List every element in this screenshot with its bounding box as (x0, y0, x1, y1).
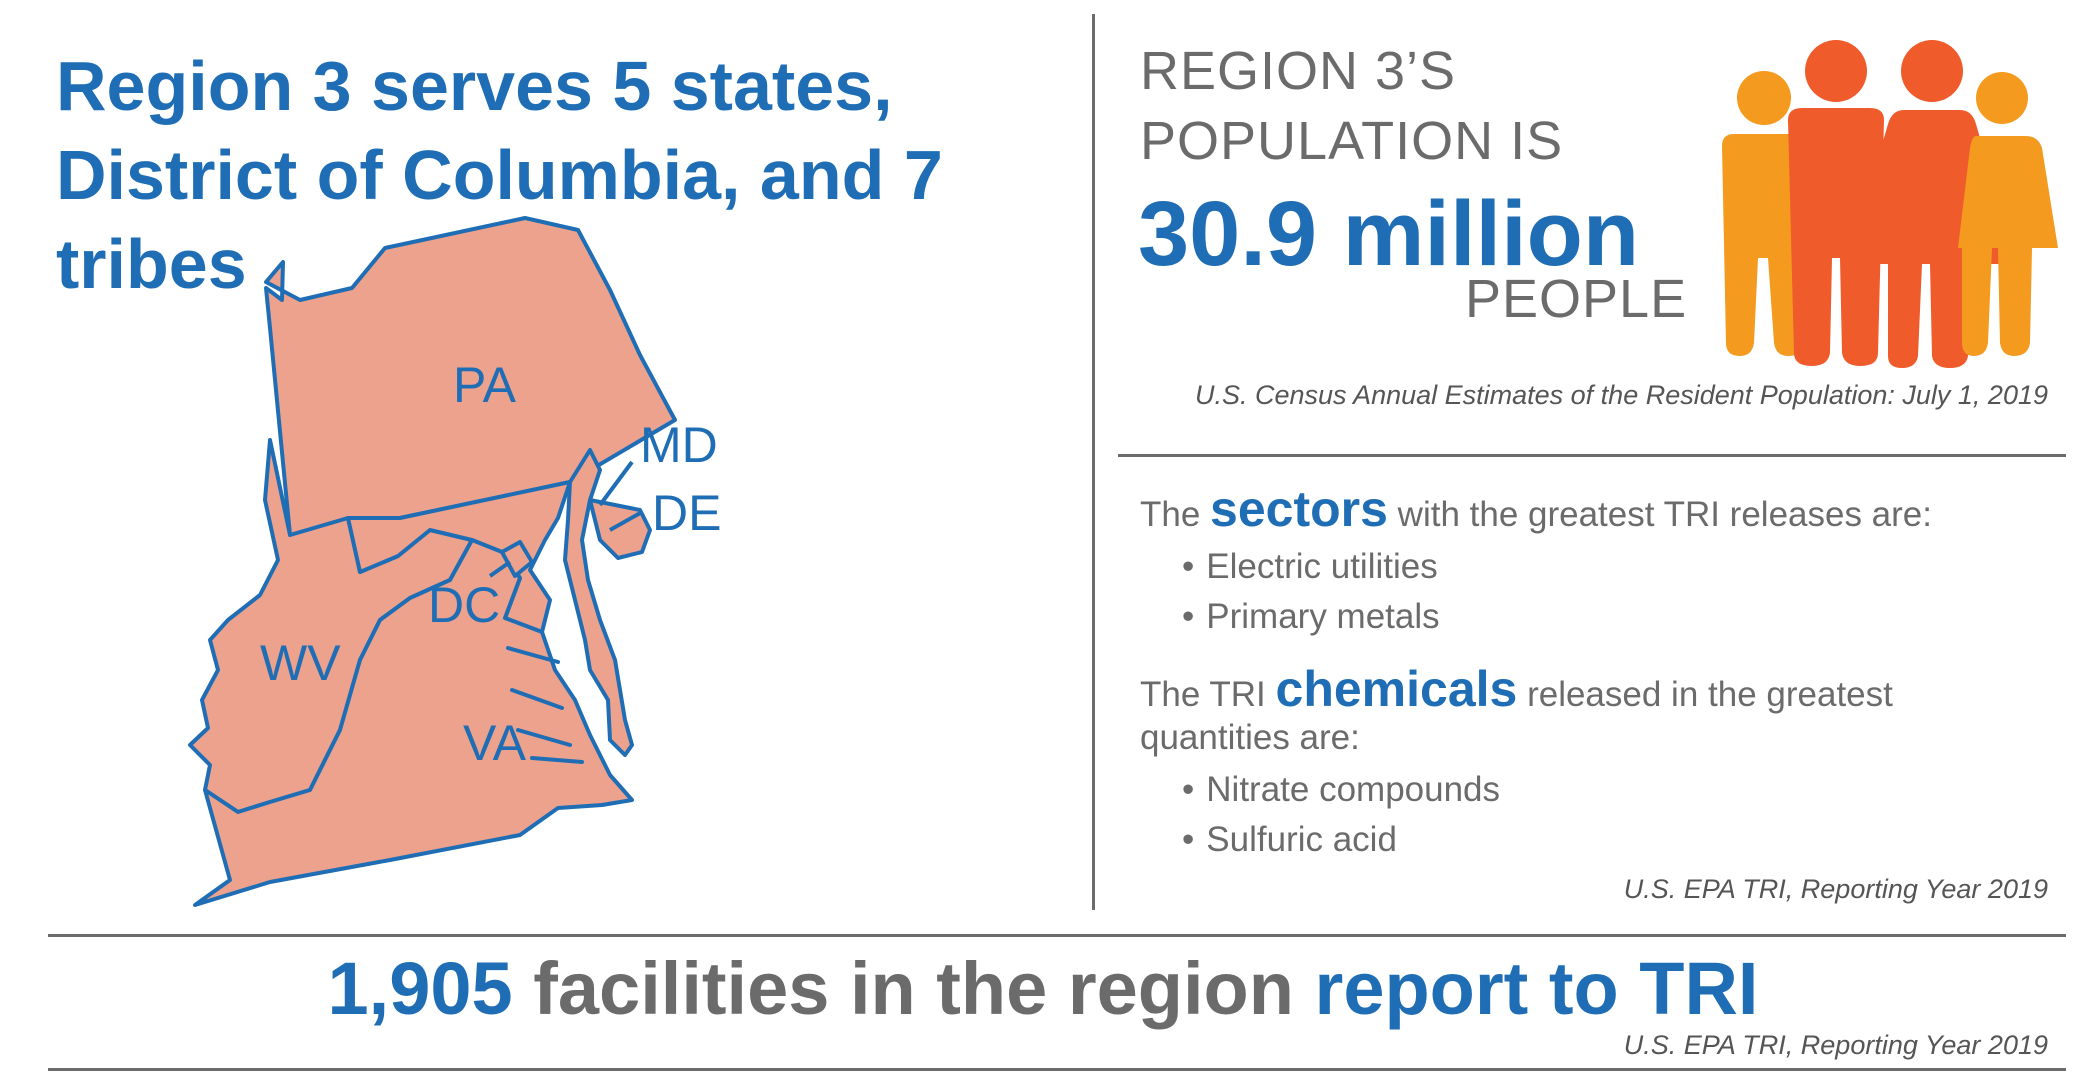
census-citation: U.S. Census Annual Estimates of the Resi… (1195, 380, 2048, 410)
population-value: 30.9 million (1138, 183, 1640, 285)
section-divider (1118, 454, 2066, 457)
tri-citation-chemicals: U.S. EPA TRI, Reporting Year 2019 (1623, 874, 2048, 904)
list-item: Nitrate compounds (1182, 765, 1500, 815)
state-label-dc: DC (428, 577, 500, 633)
headline: Region 3 serves 5 states, District of Co… (56, 47, 943, 303)
chemicals-list: Nitrate compounds Sulfuric acid (1182, 765, 1500, 865)
sectors-emphasis: sectors (1210, 481, 1388, 537)
chemicals-heading-line2: quantities are: (1140, 718, 1360, 757)
state-label-de: DE (652, 485, 721, 541)
region-3-map: PA MD DE DC WV VA (188, 216, 721, 907)
tri-citation-facilities: U.S. EPA TRI, Reporting Year 2019 (1623, 1030, 2048, 1060)
state-de-shape (563, 448, 652, 757)
vertical-divider (1092, 14, 1095, 910)
footer-bottom-divider (48, 1068, 2066, 1071)
facilities-end: report to TRI (1314, 947, 1759, 1030)
state-dc-shape (500, 540, 534, 578)
list-item: Sulfuric acid (1182, 815, 1500, 865)
footer-top-divider (48, 934, 2066, 937)
sectors-prefix: The (1140, 495, 1211, 534)
md-leader (598, 460, 634, 507)
population-heading-line1: REGION 3’S (1140, 41, 1457, 101)
chemicals-heading: The TRI chemicals released in the greate… (1140, 660, 1893, 718)
state-label-va: VA (463, 715, 527, 771)
chemicals-emphasis: chemicals (1275, 661, 1518, 717)
sectors-list: Electric utilities Primary metals (1182, 542, 1440, 642)
state-va-shape (193, 538, 634, 907)
state-label-pa: PA (453, 357, 517, 413)
river-lines (506, 646, 584, 764)
chemicals-prefix: The TRI (1140, 675, 1276, 714)
de-leader (609, 510, 643, 532)
sectors-heading: The sectors with the greatest TRI releas… (1140, 480, 1932, 538)
facilities-count: 1,905 (327, 947, 513, 1030)
sectors-suffix: with the greatest TRI releases are: (1387, 495, 1932, 534)
list-item: Electric utilities (1182, 542, 1440, 592)
state-label-wv: WV (260, 635, 341, 691)
dc-leader (488, 560, 512, 578)
chemicals-suffix: released in the greatest (1517, 675, 1893, 714)
population-heading-line2: POPULATION IS (1140, 111, 1564, 171)
facilities-statement: 1,905 facilities in the region report to… (0, 946, 2086, 1031)
people-group-icon (1722, 40, 2058, 368)
population-unit: PEOPLE (1465, 269, 1688, 329)
facilities-middle: facilities in the region (512, 947, 1315, 1030)
state-label-md: MD (640, 417, 718, 473)
list-item: Primary metals (1182, 592, 1439, 642)
